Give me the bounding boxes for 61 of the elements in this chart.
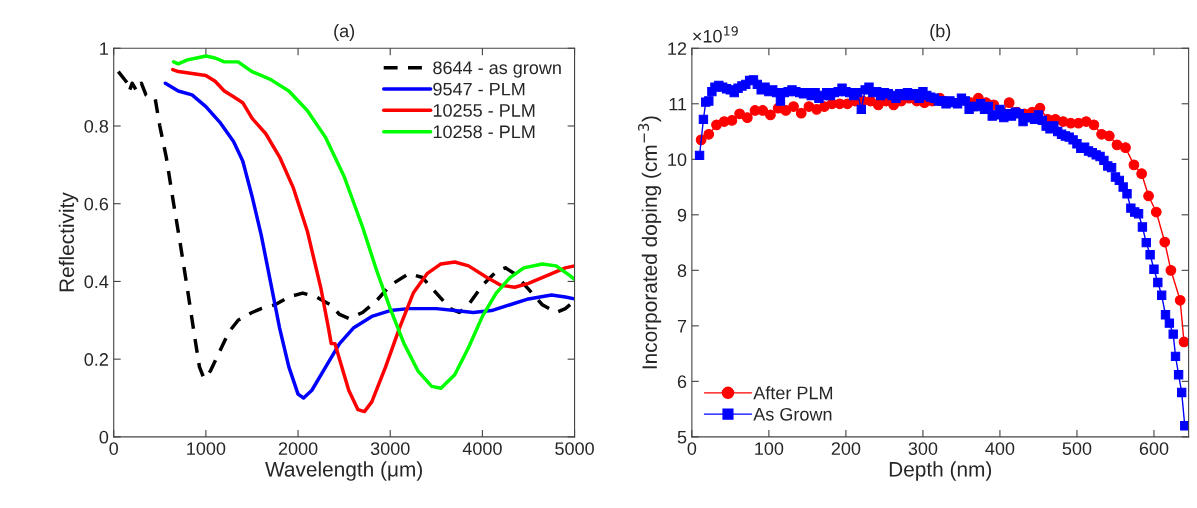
y-tick-label: 11 xyxy=(669,97,687,111)
x-tick-label: 100 xyxy=(755,442,784,455)
point xyxy=(1088,119,1100,131)
y-tick-label: 0 xyxy=(99,430,109,444)
y-tick-label: 7 xyxy=(677,319,687,333)
y-tick-label: 6 xyxy=(677,375,687,389)
y-tick-label: 0.6 xyxy=(84,197,109,211)
point xyxy=(788,101,799,112)
point xyxy=(1003,97,1015,109)
text: ×10$^{19}$ xyxy=(693,26,738,43)
point xyxy=(1111,139,1123,151)
y-tick-label: 12 xyxy=(668,42,687,55)
point xyxy=(1103,130,1115,142)
x-tick-label: 0 xyxy=(687,442,697,455)
y-tick-label: 0.4 xyxy=(84,275,109,289)
point xyxy=(757,105,769,116)
x-axis-title: Depth (nm) xyxy=(889,461,992,481)
y-tick-label: 1 xyxy=(100,42,108,55)
point xyxy=(703,128,715,140)
y-tick-label: 10 xyxy=(668,153,687,167)
y-tick-label: 8 xyxy=(677,264,687,278)
point xyxy=(1159,236,1171,248)
x-tick-label: 300 xyxy=(908,442,938,455)
legend-label: 9547 - PLM xyxy=(433,82,525,96)
x-tick-label: 500 xyxy=(1062,442,1092,455)
x-axis-title: Wavelength (μm) xyxy=(265,461,422,481)
x-tick-label: 0 xyxy=(109,442,119,455)
chart-title: (b) xyxy=(930,24,951,41)
y-tick-label: 0.2 xyxy=(84,353,108,366)
y-tick-label: 9 xyxy=(677,208,687,222)
point xyxy=(1136,168,1148,180)
point xyxy=(795,107,807,119)
point xyxy=(726,115,738,126)
point xyxy=(1150,206,1162,218)
x-tick-label: 4000 xyxy=(462,442,502,455)
legend-label: 10255 - PLM xyxy=(433,104,535,117)
point xyxy=(1120,142,1131,154)
x-tick-label: 400 xyxy=(985,442,1015,455)
y-axis-title: Reflectivity xyxy=(58,192,79,292)
point xyxy=(1174,294,1186,306)
y-axis-title: Incorporated doping (cm$^{−3}$) xyxy=(638,116,662,369)
legend-label: 8644 - as grown xyxy=(433,61,561,78)
point xyxy=(765,109,776,121)
point xyxy=(741,112,753,124)
x-tick-label: 1000 xyxy=(187,442,226,455)
x-tick-label: 600 xyxy=(1139,442,1169,455)
y-tick-label: 5 xyxy=(677,431,687,444)
legend-label: After PLM xyxy=(753,386,833,400)
legend-label: As Grown xyxy=(753,407,832,421)
point xyxy=(1178,336,1189,348)
point xyxy=(1165,264,1177,276)
x-tick-label: 200 xyxy=(831,442,861,455)
point xyxy=(1143,190,1154,202)
legend-label: 10258 - PLM xyxy=(433,125,535,139)
chart-title: (a) xyxy=(334,24,355,41)
x-tick-label: 3000 xyxy=(370,442,410,455)
x-tick-label: 2000 xyxy=(278,442,318,455)
y-tick-label: 0.8 xyxy=(84,119,109,133)
x-tick-label: 5000 xyxy=(555,442,594,455)
point xyxy=(1080,116,1092,127)
point xyxy=(1128,159,1140,171)
